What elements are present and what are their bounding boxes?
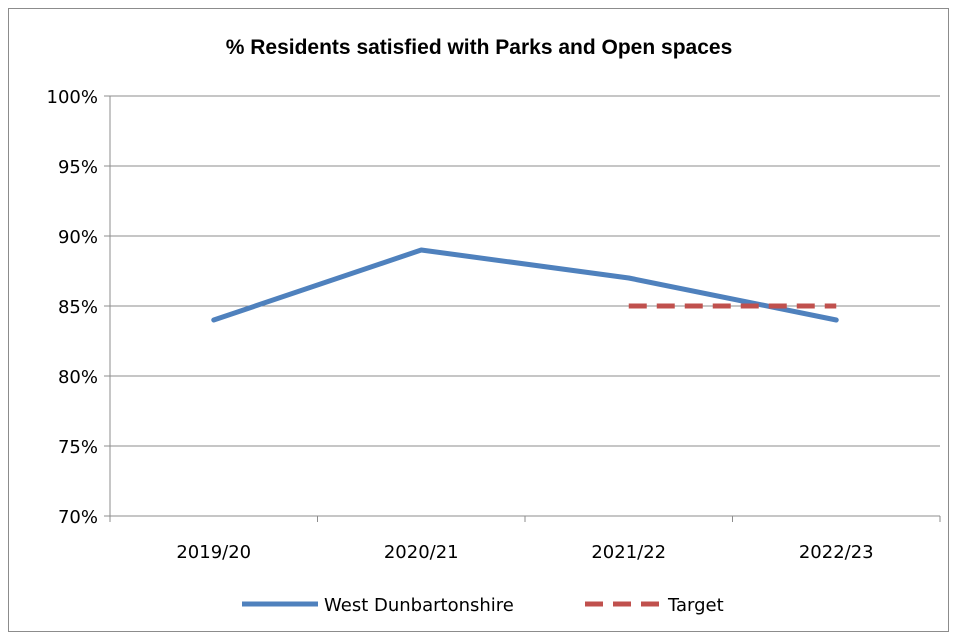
x-tick-label: 2019/20 xyxy=(176,542,251,563)
legend-label-1: Target xyxy=(667,595,724,616)
axes xyxy=(104,95,941,522)
y-tick-label: 90% xyxy=(58,227,98,248)
chart-title: % Residents satisfied with Parks and Ope… xyxy=(226,36,733,59)
x-axis-labels: 2019/20 2020/21 2021/22 2022/23 xyxy=(176,542,873,563)
x-tick-label: 2021/22 xyxy=(591,542,666,563)
y-tick-label: 95% xyxy=(58,157,98,178)
legend-label-0: West Dunbartonshire xyxy=(324,595,514,616)
series-line-0 xyxy=(211,247,839,323)
legend: West Dunbartonshire Target xyxy=(242,595,724,616)
x-tick-label: 2020/21 xyxy=(384,542,459,563)
y-tick-label: 85% xyxy=(58,297,98,318)
y-tick-label: 75% xyxy=(58,437,98,458)
y-tick-label: 70% xyxy=(58,507,98,528)
y-tick-label: 80% xyxy=(58,367,98,388)
y-tick-label: 100% xyxy=(47,87,98,108)
grid-lines xyxy=(110,95,940,447)
y-axis-labels: 70% 75% 80% 85% 90% 95% 100% xyxy=(47,87,98,528)
plot-area xyxy=(211,247,839,323)
chart-frame xyxy=(8,8,949,632)
x-tick-label: 2022/23 xyxy=(799,542,874,563)
